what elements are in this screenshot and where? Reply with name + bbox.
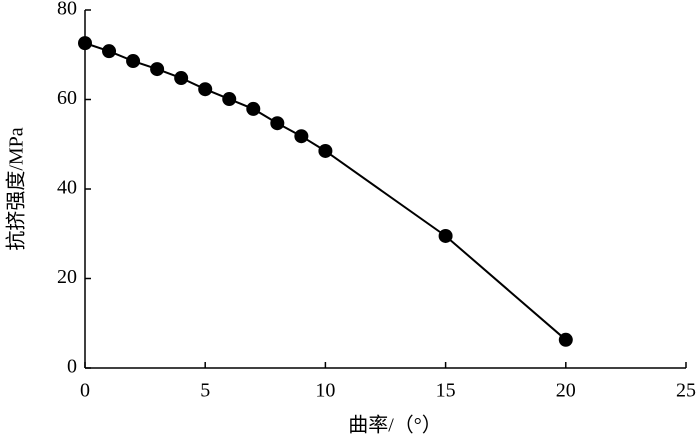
marker (126, 54, 141, 69)
x-axis-label: 曲率/（°） (348, 414, 442, 437)
x-tick-label: 15 (436, 380, 456, 402)
marker (198, 82, 213, 97)
y-tick-label: 60 (57, 87, 77, 109)
x-tick-label: 25 (676, 380, 696, 402)
y-axis-label: 抗挤强度/MPa (5, 127, 28, 250)
x-tick-label: 10 (315, 380, 335, 402)
marker (150, 62, 165, 77)
marker (246, 101, 261, 116)
marker (102, 44, 117, 59)
line (84, 42, 567, 341)
x-tick-label: 20 (556, 380, 576, 402)
marker (174, 71, 189, 86)
marker (78, 36, 92, 51)
y-tick-label: 20 (57, 266, 77, 288)
y-tick-label: 0 (67, 356, 77, 378)
marker (558, 332, 573, 347)
x-tick-label: 5 (200, 380, 210, 402)
marker (270, 116, 285, 131)
marker (294, 129, 309, 144)
y-tick-label: 80 (57, 0, 77, 20)
x-tick-label: 0 (80, 380, 90, 402)
marker (438, 228, 453, 243)
marker (222, 92, 237, 107)
y-tick-label: 40 (57, 177, 77, 199)
marker (318, 143, 333, 158)
